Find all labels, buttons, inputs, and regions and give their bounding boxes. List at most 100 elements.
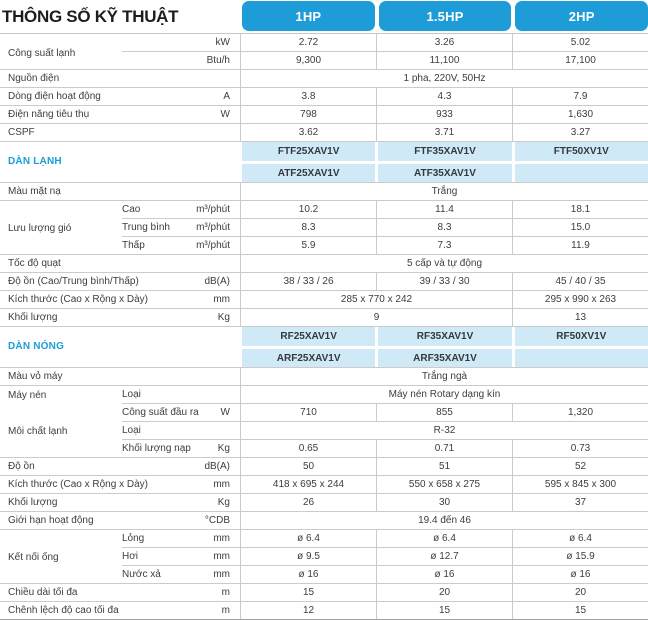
sub-unit-cell: W [122,106,240,123]
value-cell: ø 6.4 [376,530,512,547]
value-cell: 3.26 [376,34,512,51]
row-content: Nước xả mm ø 16 ø 16 ø 16 [122,566,648,583]
spec-row: Chênh lệch độ cao tối đa m 12 15 15 [0,602,648,620]
spec-row: Điện năng tiêu thụ W 798 933 1,630 [0,106,648,124]
value-cell: 2.72 [240,34,376,51]
value-cell: 3.62 [240,124,376,141]
value-cell: 17,100 [512,52,648,69]
value-cells: ø 16 ø 16 ø 16 [240,566,648,583]
section-label: DÀN LẠNH [8,156,62,167]
value-cell: 50 [240,458,376,475]
value-cell: ø 6.4 [240,530,376,547]
value-cell: 8.3 [240,219,376,236]
sub-unit-cell: Nước xả mm [122,566,240,583]
sub-unit-cell: Khối lượng nạp Kg [122,440,240,457]
row-label: Giới hạn hoạt động [8,515,94,526]
model-cell: RF25XAV1V [242,327,376,346]
spec-row: Máy nén Loại Máy nén Rotary dạng kín [0,386,648,404]
spec-row: ATF25XAV1V ATF35XAV1V [0,164,648,183]
unit-label: mm [213,533,230,544]
sub-unit-cell: Hơi mm [122,548,240,565]
value-cell: 20 [512,584,648,601]
value-cell: 550 x 658 x 275 [376,476,512,493]
sub-label: Loại [122,425,141,436]
value-cell: 20 [376,584,512,601]
row-label-cell: Chiều dài tối đa [0,584,122,601]
sub-unit-cell [122,124,240,141]
value-cell: ø 15.9 [512,548,648,565]
row-label-cell: Điện năng tiêu thụ [0,106,122,123]
value-cell: 1 pha, 220V, 50Hz [240,70,648,87]
unit-label: m³/phút [196,240,230,251]
table-header: THÔNG SỐ KỸ THUẬT 1HP 1.5HP 2HP [0,0,648,34]
row-label-cell: Môi chất lạnh [0,422,122,440]
value-cells: 2.72 3.26 5.02 [240,34,648,51]
spec-row: DÀN NÓNG RF25XAV1V RF35XAV1V RF50XV1V [0,327,648,352]
value-cell: Trắng ngà [240,368,648,385]
model-cell [514,349,648,367]
row-content: Btu/h 9,300 11,100 17,100 [122,52,648,69]
value-cells: 26 30 37 [240,494,648,511]
row-content: Trung bình m³/phút 8.3 8.3 15.0 [122,219,648,237]
model-cell: ATF25XAV1V [242,164,376,182]
sub-unit-cell: dB(A) [122,458,240,475]
sub-unit-cell [122,327,240,346]
row-label-cell: Khối lượng [0,494,122,511]
spec-row: CSPF 3.62 3.71 3.27 [0,124,648,142]
sub-unit-cell: Lỏng mm [122,530,240,547]
value-cell: 11.4 [376,201,512,218]
column-header-2hp: 2HP [515,1,648,31]
value-cell: 710 [240,404,376,421]
row-label: Màu vỏ máy [8,371,63,382]
spec-row: Công suất đầu ra W 710 855 1,320 [0,404,648,422]
row-label-cell: Khối lượng [0,309,122,326]
sub-label: Cao [122,204,141,215]
row-label-cell: Giới hạn hoạt động [0,512,122,529]
row-label: Môi chất lạnh [8,425,68,437]
row-content: m 15 20 20 [122,584,648,601]
value-cell: 418 x 695 x 244 [240,476,376,493]
sub-unit-cell: mm [122,291,240,308]
value-cells: 15 20 20 [240,584,648,601]
unit-label: m [221,587,230,598]
row-label: Kích thước (Cao x Rộng x Dày) [8,479,148,490]
sub-unit-cell [122,164,240,182]
unit-label: dB(A) [204,276,230,287]
value-cell: ø 6.4 [512,530,648,547]
row-label: Tốc độ quạt [8,258,61,269]
model-cells: RF25XAV1V RF35XAV1V RF50XV1V [242,327,648,346]
value-cell: 15 [376,602,512,619]
value-cell: 37 [512,494,648,511]
unit-label: Kg [217,497,230,508]
value-cell: 38 / 33 / 26 [240,273,376,290]
spec-row: Nguồn điện 1 pha, 220V, 50Hz [0,70,648,88]
value-cell: 1,630 [512,106,648,123]
spec-row: Btu/h 9,300 11,100 17,100 [0,52,648,70]
row-label-cell: DÀN LẠNH [0,142,122,167]
spec-row: Độ ồn dB(A) 50 51 52 [0,458,648,476]
spec-row: Môi chất lạnh Loại R-32 [0,422,648,440]
unit-label: mm [213,551,230,562]
value-cell: 0.73 [512,440,648,457]
row-content: dB(A) 38 / 33 / 26 39 / 33 / 30 45 / 40 / 3… [122,273,648,290]
row-content: Trắng [122,183,648,200]
sub-label: Loại [122,389,141,400]
sub-label: Lỏng [122,533,145,544]
value-cell: 5 cấp và tự động [240,255,648,272]
section-label: DÀN NÓNG [8,341,65,352]
spec-row: Màu mặt nạ Trắng [0,183,648,201]
unit-label: mm [213,294,230,305]
value-cells: ø 9.5 ø 12.7 ø 15.9 [240,548,648,565]
row-content: Cao m³/phút 10.2 11.4 18.1 [122,201,648,219]
row-label-cell [0,404,122,422]
column-header-1-5hp: 1.5HP [378,1,512,31]
row-content: Hơi mm ø 9.5 ø 12.7 ø 15.9 [122,548,648,566]
row-label: Độ ồn [8,461,35,472]
value-cell: 9,300 [240,52,376,69]
sub-unit-cell: Cao m³/phút [122,201,240,218]
value-cells: 798 933 1,630 [240,106,648,123]
value-cell: 8.3 [376,219,512,236]
sub-label: Nước xả [122,569,161,580]
value-cells: 3.8 4.3 7.9 [240,88,648,105]
row-label-cell: Kích thước (Cao x Rộng x Dày) [0,291,148,308]
